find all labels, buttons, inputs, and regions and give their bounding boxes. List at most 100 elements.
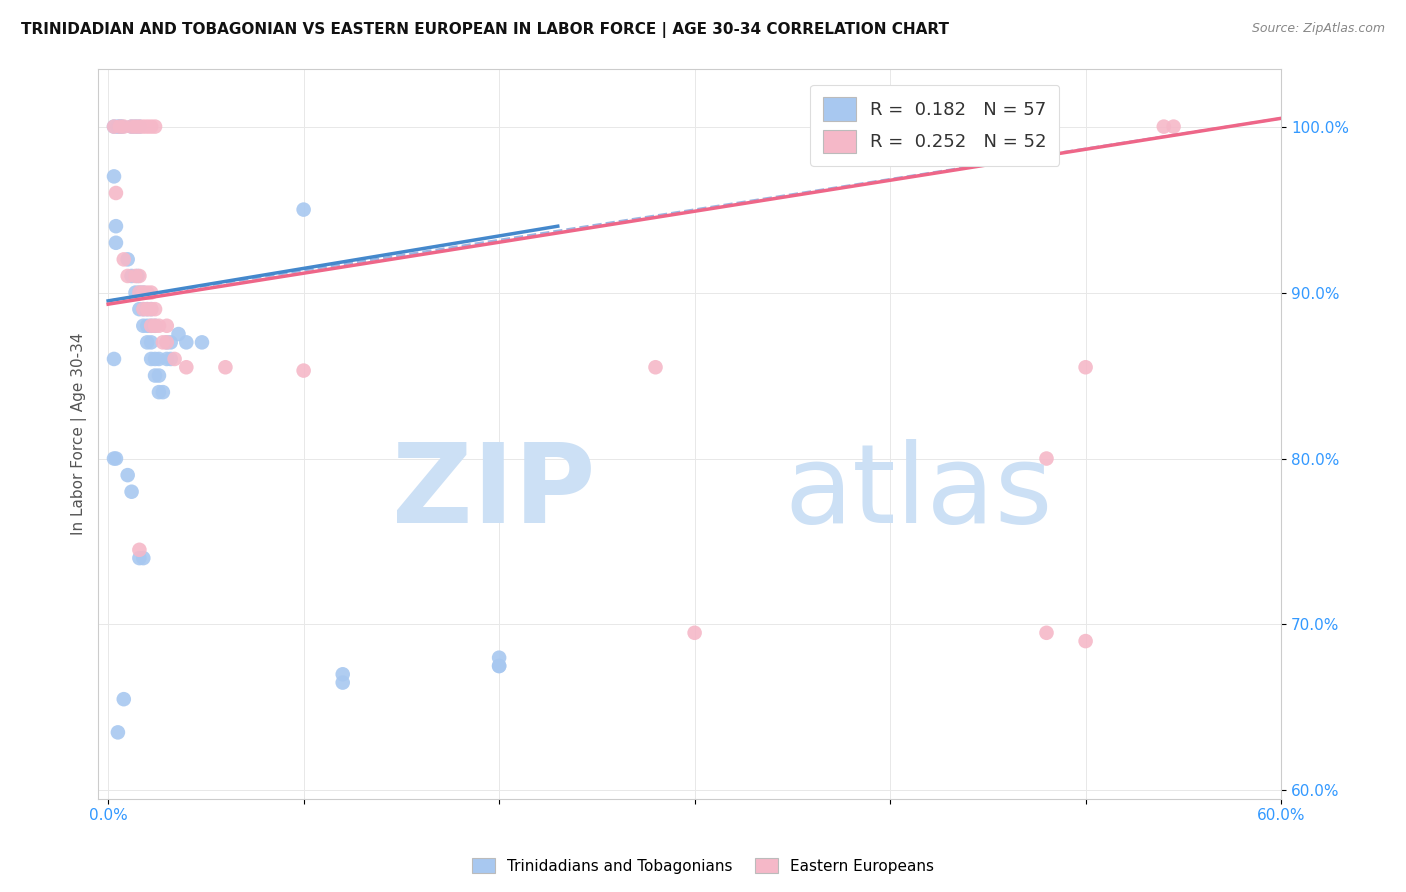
Point bbox=[644, 360, 666, 375]
Y-axis label: In Labor Force | Age 30-34: In Labor Force | Age 30-34 bbox=[72, 333, 87, 535]
Point bbox=[488, 650, 510, 665]
Point bbox=[292, 202, 315, 217]
Point bbox=[128, 551, 150, 566]
Point bbox=[112, 692, 135, 706]
Point bbox=[107, 725, 129, 739]
Point bbox=[139, 318, 162, 333]
Point bbox=[103, 120, 125, 134]
Text: atlas: atlas bbox=[785, 439, 1053, 546]
Text: TRINIDADIAN AND TOBAGONIAN VS EASTERN EUROPEAN IN LABOR FORCE | AGE 30-34 CORREL: TRINIDADIAN AND TOBAGONIAN VS EASTERN EU… bbox=[21, 22, 949, 38]
Legend: Trinidadians and Tobagonians, Eastern Europeans: Trinidadians and Tobagonians, Eastern Eu… bbox=[465, 852, 941, 880]
Point bbox=[156, 351, 179, 366]
Point bbox=[128, 120, 150, 134]
Point bbox=[121, 484, 143, 499]
Point bbox=[488, 659, 510, 673]
Point bbox=[132, 120, 155, 134]
Point bbox=[124, 285, 146, 300]
Point bbox=[143, 120, 166, 134]
Point bbox=[191, 335, 214, 350]
Point bbox=[332, 667, 354, 681]
Point bbox=[132, 551, 155, 566]
Point bbox=[132, 302, 155, 317]
Point bbox=[1163, 120, 1185, 134]
Point bbox=[176, 335, 198, 350]
Point bbox=[107, 120, 129, 134]
Point bbox=[103, 451, 125, 466]
Point bbox=[121, 120, 143, 134]
Point bbox=[152, 335, 174, 350]
Point bbox=[148, 318, 170, 333]
Point bbox=[136, 302, 159, 317]
Point bbox=[104, 186, 127, 200]
Point bbox=[139, 335, 162, 350]
Point bbox=[683, 625, 706, 640]
Point bbox=[132, 285, 155, 300]
Point bbox=[112, 120, 135, 134]
Point bbox=[132, 285, 155, 300]
Point bbox=[103, 169, 125, 184]
Point bbox=[176, 360, 198, 375]
Point bbox=[139, 302, 162, 317]
Point bbox=[143, 318, 166, 333]
Point bbox=[117, 252, 139, 267]
Legend: R =  0.182   N = 57, R =  0.252   N = 52: R = 0.182 N = 57, R = 0.252 N = 52 bbox=[810, 85, 1059, 166]
Point bbox=[136, 335, 159, 350]
Point bbox=[121, 268, 143, 283]
Point bbox=[103, 351, 125, 366]
Point bbox=[143, 351, 166, 366]
Point bbox=[167, 327, 190, 342]
Point bbox=[159, 335, 181, 350]
Point bbox=[332, 675, 354, 690]
Point bbox=[139, 285, 162, 300]
Point bbox=[111, 120, 134, 134]
Point bbox=[1074, 360, 1097, 375]
Point bbox=[163, 351, 186, 366]
Point bbox=[136, 318, 159, 333]
Point bbox=[127, 268, 149, 283]
Point bbox=[104, 235, 127, 250]
Point bbox=[132, 302, 155, 317]
Point bbox=[214, 360, 236, 375]
Point bbox=[104, 219, 127, 234]
Point bbox=[143, 368, 166, 383]
Point bbox=[108, 120, 131, 134]
Point bbox=[148, 385, 170, 400]
Text: ZIP: ZIP bbox=[392, 439, 595, 546]
Point bbox=[124, 120, 146, 134]
Point bbox=[156, 318, 179, 333]
Point bbox=[104, 451, 127, 466]
Point bbox=[139, 351, 162, 366]
Point bbox=[132, 318, 155, 333]
Point bbox=[128, 302, 150, 317]
Point bbox=[148, 368, 170, 383]
Point bbox=[128, 268, 150, 283]
Point bbox=[143, 318, 166, 333]
Point bbox=[1074, 634, 1097, 648]
Point bbox=[488, 659, 510, 673]
Point bbox=[124, 120, 146, 134]
Point bbox=[143, 302, 166, 317]
Point bbox=[121, 120, 143, 134]
Point bbox=[136, 120, 159, 134]
Point bbox=[139, 120, 162, 134]
Point bbox=[136, 302, 159, 317]
Point bbox=[139, 318, 162, 333]
Point bbox=[156, 335, 179, 350]
Point bbox=[128, 542, 150, 557]
Text: Source: ZipAtlas.com: Source: ZipAtlas.com bbox=[1251, 22, 1385, 36]
Point bbox=[136, 285, 159, 300]
Point bbox=[1035, 625, 1057, 640]
Point bbox=[128, 285, 150, 300]
Point bbox=[128, 120, 150, 134]
Point bbox=[117, 468, 139, 483]
Point bbox=[152, 385, 174, 400]
Point bbox=[117, 268, 139, 283]
Point bbox=[156, 335, 179, 350]
Point bbox=[108, 120, 131, 134]
Point bbox=[148, 351, 170, 366]
Point bbox=[159, 351, 181, 366]
Point bbox=[1153, 120, 1175, 134]
Point bbox=[292, 363, 315, 377]
Point bbox=[139, 302, 162, 317]
Point bbox=[124, 268, 146, 283]
